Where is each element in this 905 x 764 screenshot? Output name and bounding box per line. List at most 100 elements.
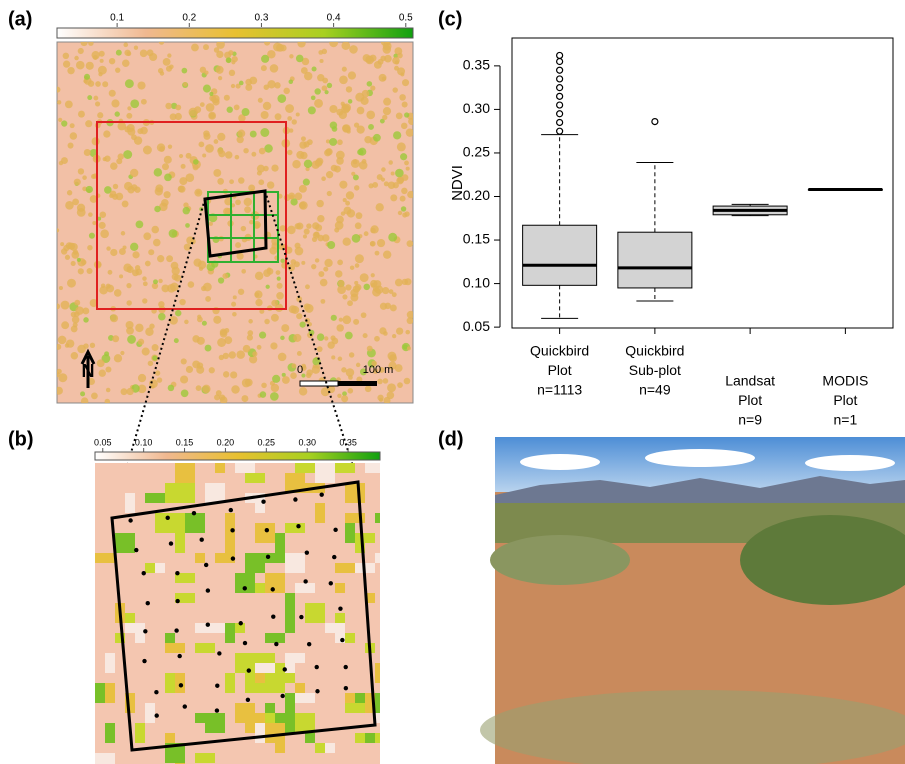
vegetation-patch bbox=[393, 182, 399, 188]
vegetation-patch bbox=[143, 232, 151, 240]
vegetation-patch bbox=[224, 336, 232, 344]
vegetation-patch bbox=[260, 391, 267, 398]
vegetation-patch bbox=[231, 84, 235, 88]
vegetation-patch bbox=[63, 245, 69, 251]
vegetation-patch bbox=[181, 164, 186, 169]
outlier bbox=[557, 85, 563, 91]
vegetation-patch bbox=[145, 328, 153, 336]
vegetation-patch bbox=[55, 387, 63, 395]
north-label: N bbox=[82, 361, 95, 381]
vegetation-patch bbox=[248, 319, 253, 324]
vegetation-patch bbox=[138, 339, 144, 345]
pixel bbox=[265, 723, 285, 743]
vegetation-patch bbox=[354, 122, 359, 127]
vegetation-patch bbox=[402, 79, 409, 86]
vegetation-patch bbox=[277, 283, 283, 289]
vegetation-patch bbox=[257, 171, 262, 176]
vegetation-patch bbox=[316, 364, 320, 368]
vegetation-patch bbox=[78, 48, 84, 54]
vegetation-patch bbox=[303, 234, 307, 238]
vegetation-patch bbox=[127, 128, 135, 136]
pixel bbox=[285, 653, 305, 663]
vegetation-patch bbox=[68, 143, 74, 149]
vegetation-patch bbox=[401, 188, 407, 194]
vegetation-patch bbox=[192, 335, 199, 342]
pixel bbox=[155, 563, 165, 573]
sample-point bbox=[265, 528, 269, 532]
vegetation-patch bbox=[202, 385, 210, 393]
sample-point bbox=[303, 579, 307, 583]
vegetation-patch bbox=[223, 353, 229, 359]
pixel bbox=[285, 613, 295, 633]
vegetation-patch bbox=[137, 128, 143, 134]
x-tick-label: n=9 bbox=[738, 412, 762, 428]
vegetation-patch bbox=[97, 112, 103, 118]
scale-label: 0 bbox=[297, 364, 303, 376]
vegetation-patch bbox=[299, 185, 307, 193]
pixel bbox=[235, 463, 255, 473]
vegetation-patch bbox=[255, 299, 262, 306]
vegetation-patch bbox=[346, 191, 354, 199]
vegetation-patch bbox=[402, 102, 408, 108]
vegetation-patch bbox=[404, 278, 411, 285]
vegetation-patch bbox=[155, 187, 163, 195]
vegetation-patch bbox=[130, 169, 138, 177]
pixel bbox=[225, 623, 235, 643]
vegetation-patch bbox=[362, 90, 370, 98]
vegetation-patch bbox=[106, 246, 110, 250]
vegetation-patch bbox=[261, 65, 267, 71]
vegetation-patch bbox=[324, 336, 328, 340]
vegetation-patch bbox=[405, 330, 410, 335]
vegetation-patch bbox=[100, 211, 107, 218]
pixel bbox=[285, 593, 295, 613]
vegetation-patch bbox=[407, 346, 411, 350]
y-tick-label: 0.10 bbox=[463, 274, 490, 290]
vegetation-patch bbox=[343, 238, 351, 246]
sample-point bbox=[142, 659, 146, 663]
sample-point bbox=[246, 698, 250, 702]
vegetation-patch bbox=[332, 126, 338, 132]
pixel bbox=[195, 623, 215, 633]
box bbox=[523, 225, 597, 285]
vegetation-patch bbox=[371, 273, 375, 277]
vegetation-patch bbox=[317, 333, 325, 341]
vegetation-patch bbox=[299, 387, 307, 395]
vegetation-patch bbox=[143, 281, 148, 286]
vegetation-patch bbox=[126, 321, 134, 329]
vegetation-patch bbox=[93, 96, 98, 101]
vegetation-patch bbox=[297, 351, 302, 356]
vegetation-patch bbox=[296, 113, 300, 117]
vegetation-patch bbox=[61, 301, 70, 310]
vegetation-patch bbox=[71, 312, 77, 318]
pixel bbox=[195, 713, 205, 723]
panel-label: (a) bbox=[8, 8, 32, 30]
vegetation-patch bbox=[185, 223, 190, 228]
vegetation-patch bbox=[345, 332, 353, 340]
vegetation-patch bbox=[120, 351, 124, 355]
vegetation-patch bbox=[168, 144, 172, 148]
vegetation-patch bbox=[348, 375, 353, 380]
sample-point bbox=[229, 508, 233, 512]
vegetation-patch bbox=[99, 370, 106, 377]
vegetation-patch bbox=[292, 119, 297, 124]
sample-point bbox=[179, 683, 183, 687]
sample-point bbox=[340, 638, 344, 642]
vegetation-patch bbox=[291, 363, 296, 368]
x-tick-label: Plot bbox=[548, 362, 572, 378]
vegetation-patch bbox=[327, 83, 332, 88]
pixel bbox=[175, 533, 185, 553]
vegetation-patch bbox=[327, 341, 334, 348]
vegetation-patch bbox=[58, 373, 67, 382]
vegetation-patch bbox=[342, 67, 347, 72]
vegetation-patch bbox=[86, 62, 94, 70]
vegetation-patch bbox=[357, 149, 363, 155]
vegetation-patch bbox=[152, 344, 159, 351]
vegetation-patch bbox=[401, 123, 407, 129]
pixel bbox=[295, 463, 315, 473]
pixel bbox=[145, 563, 155, 573]
vegetation-patch bbox=[87, 268, 93, 274]
colorbar-tick-label: 0.05 bbox=[94, 437, 112, 447]
vegetation-patch bbox=[214, 394, 220, 400]
vegetation-patch bbox=[379, 327, 386, 334]
vegetation-patch bbox=[203, 85, 211, 93]
